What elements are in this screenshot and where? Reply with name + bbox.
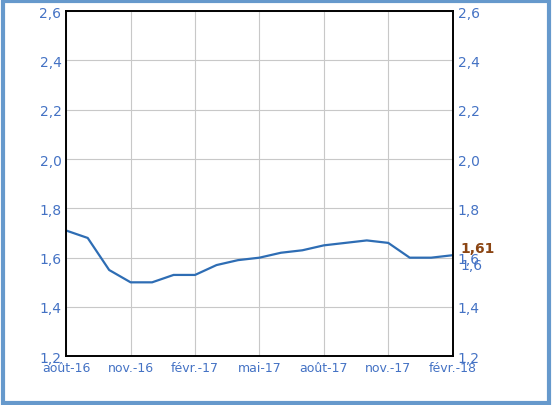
Text: 1,61: 1,61 [460,242,495,256]
Text: 1,6: 1,6 [460,258,482,272]
